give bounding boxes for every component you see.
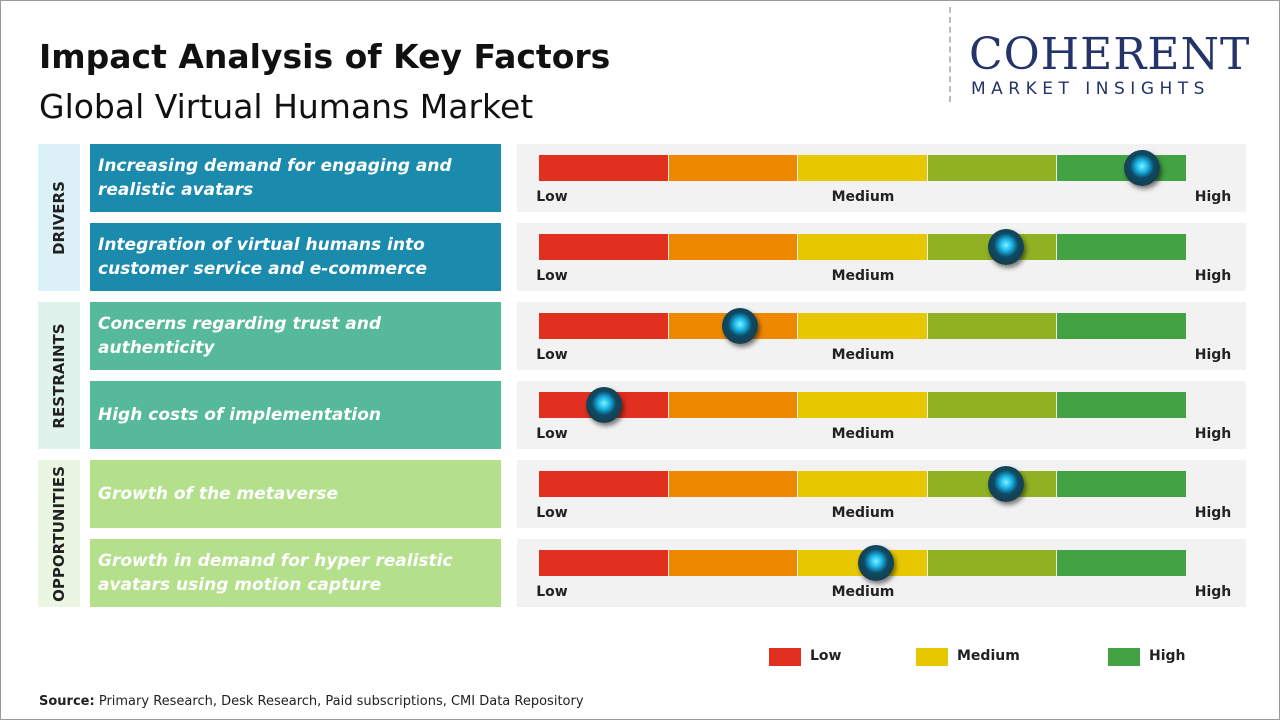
scale-segment — [1057, 550, 1186, 576]
impact-panel: Low Medium High — [517, 223, 1246, 291]
group-name: OPPORTUNITIES — [50, 465, 68, 602]
scale-segment — [1057, 392, 1186, 418]
scale-label: Medium — [831, 505, 895, 521]
factor-label: Growth in demand for hyper realistic ava… — [90, 539, 501, 607]
scale-label: Low — [536, 505, 568, 521]
scale-segment — [539, 155, 668, 181]
scale-label: Medium — [831, 426, 895, 442]
scale-segment — [927, 550, 1057, 576]
group-name: RESTRAINTS — [50, 322, 68, 429]
scale-label: Medium — [831, 584, 895, 600]
scale-label: High — [1194, 189, 1232, 205]
factor-label: High costs of implementation — [90, 381, 501, 449]
scale-segment — [668, 155, 798, 181]
scale-label: Low — [536, 347, 568, 363]
scale-segment — [1057, 471, 1186, 497]
scale-label: Low — [536, 584, 568, 600]
impact-knob — [987, 466, 1024, 502]
scale-segment — [927, 155, 1057, 181]
group-name: DRIVERS — [50, 180, 68, 255]
legend-label: Medium — [957, 648, 1020, 664]
scale-segment — [798, 392, 927, 418]
impact-knob — [585, 387, 622, 423]
legend-label: High — [1149, 648, 1186, 664]
legend-swatch — [916, 648, 948, 666]
source-label: Source: — [39, 694, 95, 709]
impact-panel: Low Medium High — [517, 539, 1246, 607]
source-text: Primary Research, Desk Research, Paid su… — [98, 694, 584, 709]
scale-segment — [539, 313, 668, 339]
scale-segment — [668, 392, 798, 418]
scale-label: Low — [536, 426, 568, 442]
scale-label: High — [1194, 268, 1232, 284]
scale-segment — [539, 550, 668, 576]
factor-label: Concerns regarding trust and authenticit… — [90, 302, 501, 370]
scale-segment — [539, 234, 668, 260]
scale-segment — [1057, 155, 1186, 181]
legend-swatch — [769, 648, 801, 666]
impact-knob — [987, 229, 1024, 265]
divider — [949, 7, 951, 102]
scale-segment — [927, 392, 1057, 418]
scale-label: Low — [536, 268, 568, 284]
scale-segment — [539, 471, 668, 497]
impact-knob — [857, 545, 894, 581]
legend-swatch — [1108, 648, 1140, 666]
factor-label: Growth of the metaverse — [90, 460, 501, 528]
scale-segment — [668, 550, 798, 576]
scale-label: High — [1194, 347, 1232, 363]
group-band: DRIVERS — [38, 144, 80, 291]
impact-panel: Low Medium High — [517, 144, 1246, 212]
impact-knob — [721, 308, 758, 344]
scale-label: Medium — [831, 189, 895, 205]
scale-segment — [798, 471, 927, 497]
scale-label: High — [1194, 584, 1232, 600]
logo-tagline: MARKET INSIGHTS — [971, 79, 1210, 99]
title: Impact Analysis of Key Factors — [39, 37, 611, 76]
scale-segment — [927, 313, 1057, 339]
group-band: RESTRAINTS — [38, 302, 80, 449]
impact-panel: Low Medium High — [517, 460, 1246, 528]
legend-label: Low — [810, 648, 842, 664]
impact-panel: Low Medium High — [517, 302, 1246, 370]
subtitle: Global Virtual Humans Market — [39, 87, 534, 126]
scale-segment — [668, 234, 798, 260]
scale-segment — [798, 313, 927, 339]
scale-label: Medium — [831, 268, 895, 284]
logo-name: COHERENT — [969, 29, 1251, 80]
factor-label: Increasing demand for engaging and reali… — [90, 144, 501, 212]
scale-segment — [1057, 234, 1186, 260]
scale-segment — [798, 155, 927, 181]
scale-label: Low — [536, 189, 568, 205]
impact-panel: Low Medium High — [517, 381, 1246, 449]
scale-label: High — [1194, 505, 1232, 521]
source: Source: Primary Research, Desk Research,… — [39, 694, 584, 709]
scale-segment — [798, 234, 927, 260]
impact-knob — [1123, 150, 1160, 186]
factor-label: Integration of virtual humans into custo… — [90, 223, 501, 291]
scale-label: Medium — [831, 347, 895, 363]
scale-segment — [668, 471, 798, 497]
group-band: OPPORTUNITIES — [38, 460, 80, 607]
scale-segment — [1057, 313, 1186, 339]
scale-label: High — [1194, 426, 1232, 442]
